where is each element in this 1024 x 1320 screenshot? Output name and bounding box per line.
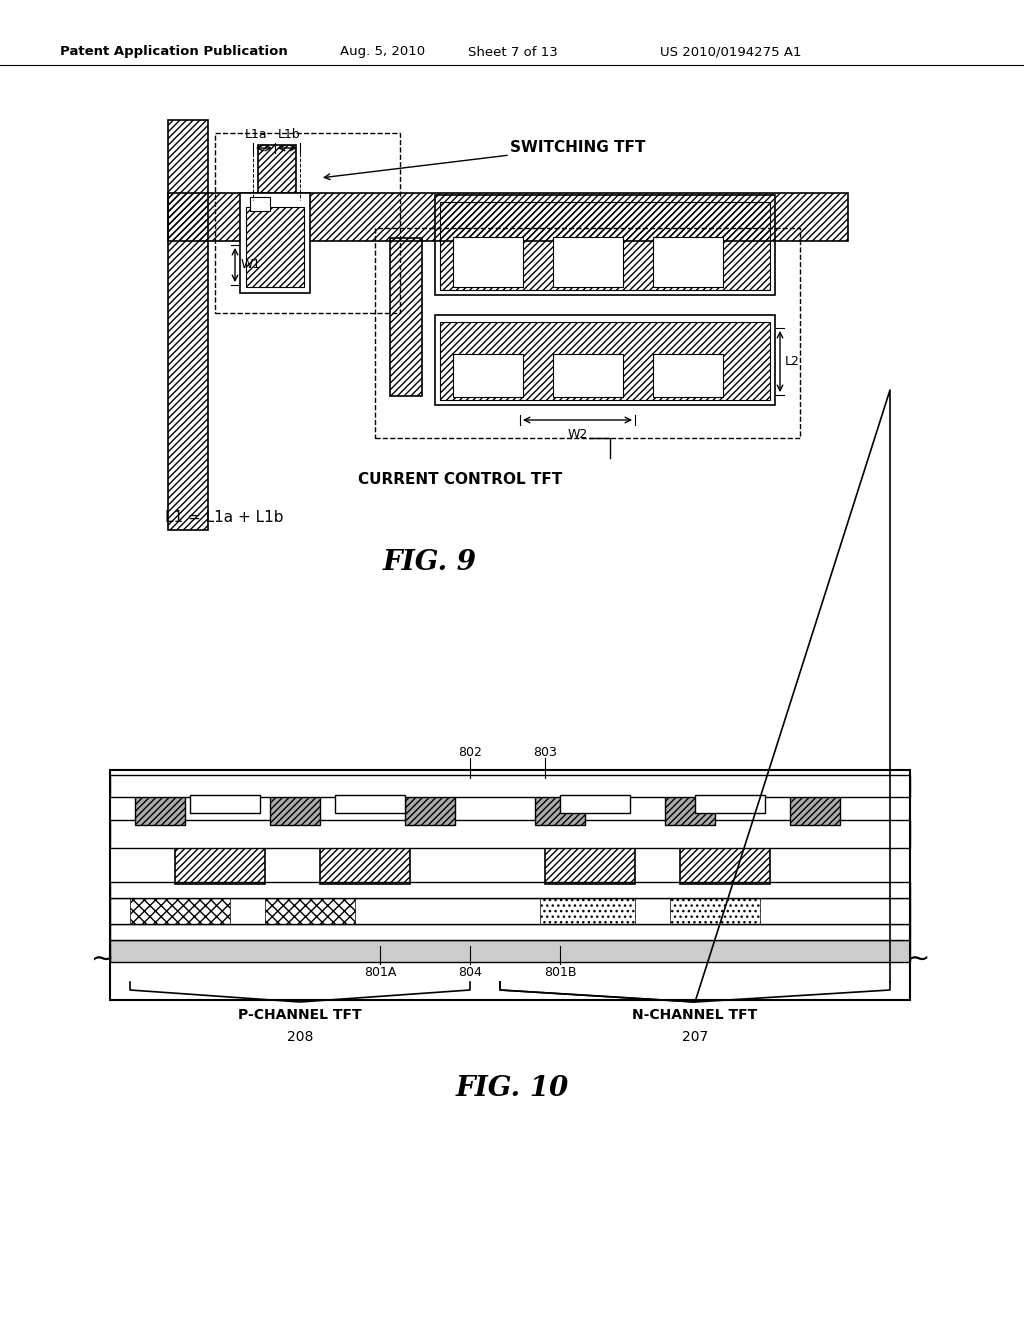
Text: W2: W2 [567, 428, 588, 441]
Bar [110, 898, 910, 924]
Bar [335, 795, 406, 813]
Text: 207: 207 [682, 1030, 709, 1044]
Text: US 2010/0194275 A1: US 2010/0194275 A1 [660, 45, 802, 58]
Bar [240, 193, 310, 293]
Bar [453, 354, 523, 397]
Text: L1 = L1a + L1b: L1 = L1a + L1b [165, 511, 284, 525]
Text: CURRENT CONTROL TFT: CURRENT CONTROL TFT [357, 473, 562, 487]
Bar [540, 898, 635, 924]
Text: 802: 802 [458, 746, 482, 759]
Text: SWITCHING TFT: SWITCHING TFT [510, 140, 645, 156]
Bar [270, 795, 319, 825]
Text: W1: W1 [241, 259, 261, 272]
Bar [790, 795, 840, 825]
Bar [190, 795, 260, 813]
Bar [110, 820, 910, 847]
Bar [135, 795, 185, 825]
Text: FIG. 10: FIG. 10 [456, 1074, 568, 1101]
Text: Sheet 7 of 13: Sheet 7 of 13 [468, 45, 558, 58]
Bar [390, 238, 422, 396]
Text: P-CHANNEL TFT: P-CHANNEL TFT [239, 1008, 361, 1022]
Text: 208: 208 [287, 1030, 313, 1044]
Bar [440, 202, 770, 290]
Text: 801A: 801A [364, 965, 396, 978]
Bar [453, 238, 523, 286]
Bar [168, 193, 848, 242]
Bar [250, 197, 270, 211]
Text: L1b: L1b [279, 128, 301, 140]
Bar [435, 315, 775, 405]
Bar [653, 354, 723, 397]
Bar [553, 238, 623, 286]
Bar [168, 120, 208, 531]
Bar [680, 847, 770, 884]
Bar [435, 195, 775, 294]
Bar [110, 770, 910, 1001]
Bar [110, 882, 910, 898]
Text: 801B: 801B [544, 965, 577, 978]
Text: ∼: ∼ [90, 944, 114, 972]
Bar [375, 228, 800, 438]
Bar [670, 898, 760, 924]
Bar [665, 795, 715, 825]
Bar [406, 795, 455, 825]
Bar [553, 354, 623, 397]
Bar [319, 847, 410, 884]
Bar [246, 207, 304, 286]
Text: FIG. 9: FIG. 9 [383, 549, 477, 576]
Bar [695, 795, 765, 813]
Bar [110, 940, 910, 962]
Text: 804: 804 [458, 965, 482, 978]
Bar [265, 898, 355, 924]
Text: L2: L2 [785, 355, 800, 368]
Bar [110, 775, 910, 797]
Text: N-CHANNEL TFT: N-CHANNEL TFT [633, 1008, 758, 1022]
Bar [653, 238, 723, 286]
Bar [175, 847, 265, 884]
Bar [535, 795, 585, 825]
Text: Patent Application Publication: Patent Application Publication [60, 45, 288, 58]
Text: 803: 803 [534, 746, 557, 759]
Bar [130, 898, 230, 924]
Bar [545, 847, 635, 884]
Text: Aug. 5, 2010: Aug. 5, 2010 [340, 45, 425, 58]
Bar [110, 924, 910, 940]
Bar [258, 145, 296, 195]
Text: ∼: ∼ [906, 944, 930, 972]
Bar [560, 795, 630, 813]
Text: L1a: L1a [245, 128, 267, 141]
Bar [215, 133, 400, 313]
Bar [440, 322, 770, 400]
